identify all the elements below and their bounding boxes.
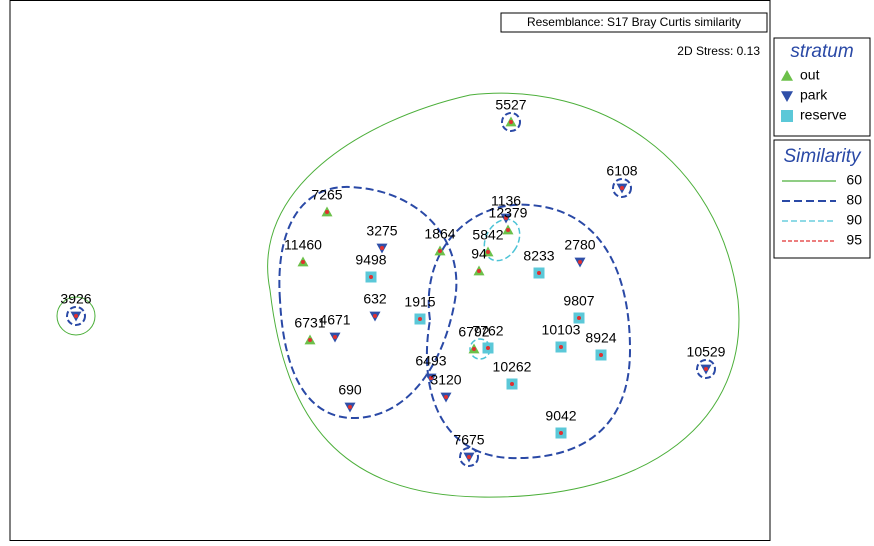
point-label: 12379 (489, 205, 528, 221)
point-center (599, 353, 603, 357)
point-label: 3926 (60, 291, 91, 307)
point-label: 1915 (404, 294, 435, 310)
point-center (74, 314, 78, 318)
point-label: 94 (471, 246, 487, 262)
title: Resemblance: S17 Bray Curtis similarity (527, 15, 741, 29)
point-label: 9042 (545, 408, 576, 424)
point-label: 6108 (606, 163, 637, 179)
point-center (559, 345, 563, 349)
similarity-title: Similarity (783, 146, 862, 167)
point-label: 10103 (542, 322, 581, 338)
contour-90 (483, 218, 521, 262)
point-center (325, 210, 329, 214)
title-box (500, 12, 768, 33)
ring (612, 178, 632, 198)
contours (56, 92, 740, 498)
point-center (509, 120, 513, 124)
point-label: 9807 (563, 293, 594, 309)
point-label: 7675 (453, 432, 484, 448)
point-center (506, 228, 510, 232)
point-label: 1136 (491, 193, 521, 209)
point-center (486, 250, 490, 254)
point-center (510, 382, 514, 386)
contour-60 (267, 92, 740, 498)
point-label: 3275 (366, 223, 397, 239)
legend-label: out (800, 67, 820, 83)
point-center (472, 347, 476, 351)
point-label: 632 (363, 291, 387, 307)
legend-label: 60 (846, 172, 862, 188)
point-label: 7762 (472, 323, 503, 339)
point-label: 6792 (458, 324, 489, 340)
point-center (559, 431, 563, 435)
stress: 2D Stress: 0.13 (677, 44, 760, 58)
point-center (380, 246, 384, 250)
point-center (369, 275, 373, 279)
contour-60 (56, 296, 96, 336)
point-center (477, 269, 481, 273)
point-center (577, 316, 581, 320)
point-center (308, 338, 312, 342)
point-label: 11460 (284, 237, 322, 253)
legend-title: stratum (790, 41, 853, 62)
point-center (486, 346, 490, 350)
point-label: 10529 (687, 344, 726, 360)
point-center (704, 367, 708, 371)
point-label: 6493 (415, 353, 446, 369)
legend-label: park (800, 87, 828, 103)
ring (696, 359, 716, 379)
point-center (578, 260, 582, 264)
point-label: 6731 (294, 315, 325, 331)
point-center (504, 216, 508, 220)
point-label: 2780 (564, 237, 595, 253)
point-label: 3120 (430, 372, 461, 388)
point-center (537, 271, 541, 275)
similarity-box (773, 139, 871, 259)
point-center (373, 314, 377, 318)
legend-label: 80 (846, 192, 862, 208)
point-label: 4671 (319, 312, 350, 328)
legend-label: reserve (800, 107, 847, 123)
plot-frame (9, 0, 771, 541)
point-center (444, 395, 448, 399)
legend-label: 90 (846, 212, 862, 228)
legend-marker (781, 91, 793, 102)
point-label: 7265 (311, 187, 342, 203)
legend-label: 95 (846, 232, 862, 248)
contour-80 (278, 185, 458, 420)
point-label: 5527 (495, 97, 526, 113)
contour-80 (425, 203, 632, 460)
legend-marker (781, 70, 793, 81)
point-center (429, 376, 433, 380)
point-label: 10262 (493, 359, 532, 375)
point-center (348, 405, 352, 409)
point-center (301, 260, 305, 264)
point-label: 1864 (424, 226, 455, 242)
point-label: 8924 (585, 330, 616, 346)
ring (459, 447, 479, 467)
point-center (467, 455, 471, 459)
point-center (620, 186, 624, 190)
point-label: 690 (338, 382, 362, 398)
ring (66, 306, 86, 326)
point-center (418, 317, 422, 321)
legend-marker (781, 110, 793, 122)
ring (501, 112, 521, 132)
point-label: 5842 (472, 227, 503, 243)
point-center (333, 335, 337, 339)
point-label: 9498 (355, 252, 386, 268)
point-center (438, 249, 442, 253)
point-label: 8233 (523, 248, 554, 264)
legend-box (773, 37, 871, 137)
